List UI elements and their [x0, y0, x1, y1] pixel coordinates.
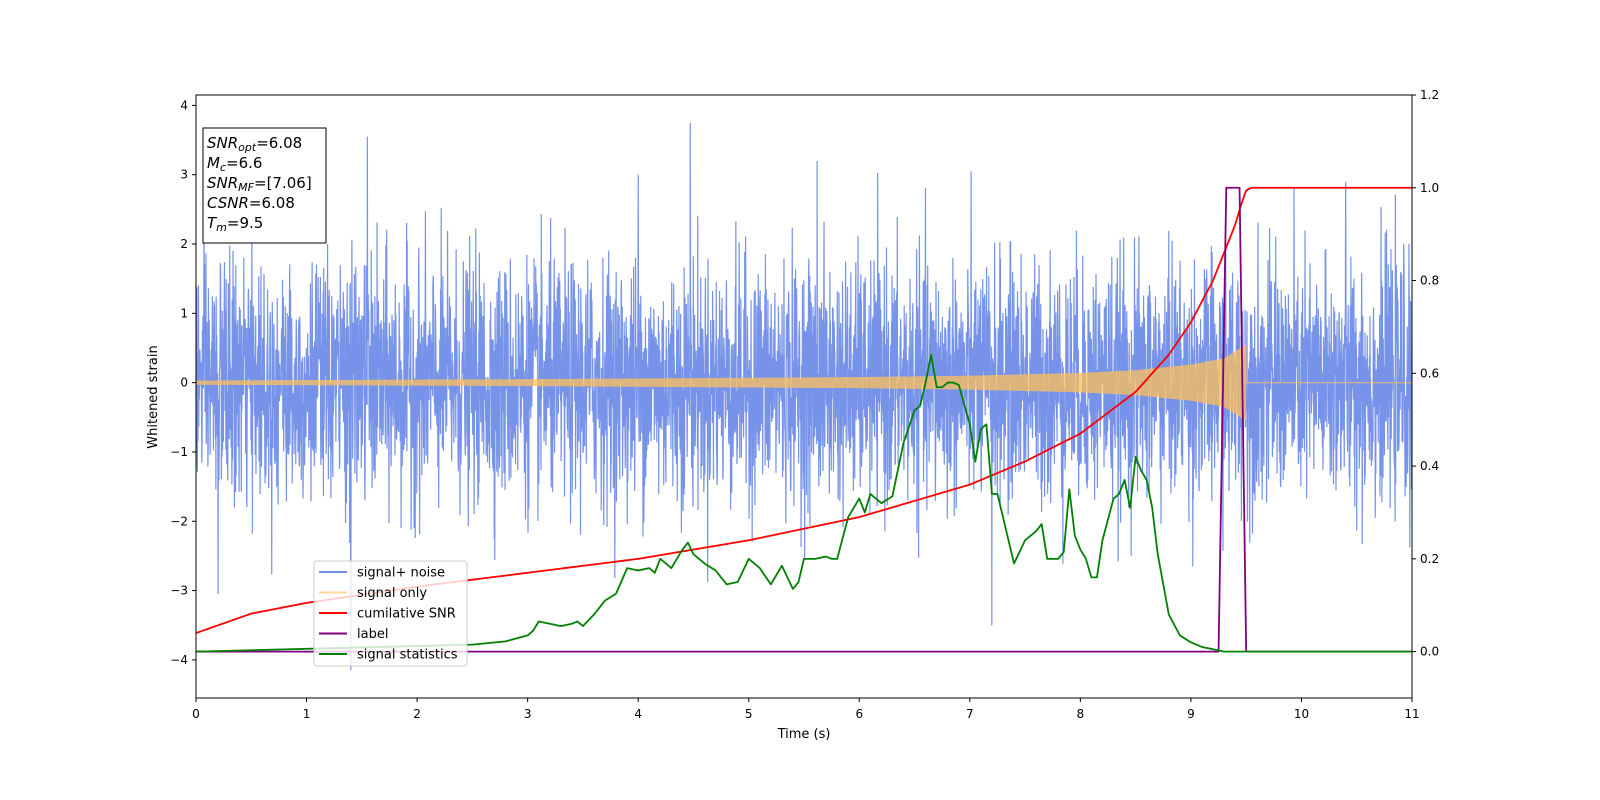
series-signal-statistics-line [196, 353, 1412, 653]
annotation-line: SNRMF=[7.06] [207, 174, 312, 194]
x-axis-label: Time (s) [777, 727, 831, 742]
y2-tick-label: 0.0 [1420, 645, 1439, 659]
x-tick-label: 9 [1187, 707, 1195, 721]
annotation-line: CSNR=6.08 [207, 194, 295, 212]
series-signal-only-line [196, 344, 1412, 421]
legend-entry: signal+ noise [319, 566, 445, 581]
annotation-line: SNRopt=6.08 [207, 134, 302, 154]
x-tick-label: 6 [855, 707, 863, 721]
series-layer [196, 122, 1412, 671]
y-tick-label: 2 [180, 237, 188, 251]
legend-entry: cumilative SNR [319, 607, 456, 622]
y2-tick-label: 0.2 [1420, 552, 1439, 566]
y2-tick-label: 1.2 [1420, 88, 1439, 102]
x-tick-label: 11 [1404, 707, 1419, 721]
y2-axis-ticks: 0.0 0.2 0.4 0.6 0.8 1.0 1.2 [1412, 88, 1439, 659]
y-tick-label: −2 [170, 514, 188, 528]
y2-tick-label: 1.0 [1420, 181, 1439, 195]
y-tick-label: 1 [180, 306, 188, 320]
x-tick-label: 1 [303, 707, 311, 721]
y-tick-label: −3 [170, 584, 188, 598]
x-tick-label: 7 [966, 707, 974, 721]
x-tick-label: 10 [1294, 707, 1309, 721]
y-tick-label: −4 [170, 653, 188, 667]
legend-label: signal+ noise [357, 566, 445, 581]
y-tick-label: 3 [180, 168, 188, 182]
x-tick-label: 0 [192, 707, 200, 721]
x-tick-label: 2 [413, 707, 421, 721]
y-tick-label: 0 [180, 376, 188, 390]
y-tick-label: −1 [170, 445, 188, 459]
legend: signal+ noise signal only cumilative SNR la… [313, 560, 468, 667]
x-tick-label: 3 [524, 707, 532, 721]
legend-label: signal only [357, 586, 427, 601]
legend-entry: signal only [319, 586, 427, 601]
y-tick-label: 4 [180, 98, 188, 112]
y2-tick-label: 0.6 [1420, 366, 1439, 380]
legend-entry: label [319, 627, 388, 642]
legend-label: label [357, 627, 388, 642]
x-axis-ticks: 0 1 2 3 4 5 6 7 8 9 10 11 [192, 698, 1420, 721]
x-tick-label: 8 [1077, 707, 1085, 721]
x-tick-label: 5 [745, 707, 753, 721]
y-axis-label: Whitened strain [146, 345, 161, 448]
annotation-line: Mc=6.6 [207, 154, 262, 174]
legend-frame [313, 560, 468, 667]
y2-tick-label: 0.4 [1420, 459, 1439, 473]
legend-label: signal statistics [357, 648, 458, 663]
annotation-line: Tm=9.5 [207, 214, 263, 234]
legend-label: cumilative SNR [357, 607, 456, 622]
y2-tick-label: 0.8 [1420, 274, 1439, 288]
legend-entry: signal statistics [319, 648, 458, 663]
x-tick-label: 4 [634, 707, 642, 721]
annotation-frame [202, 127, 327, 244]
plot-frame [195, 94, 1413, 699]
y-axis-ticks: −4 −3 −2 −1 0 1 2 3 4 [170, 98, 196, 667]
